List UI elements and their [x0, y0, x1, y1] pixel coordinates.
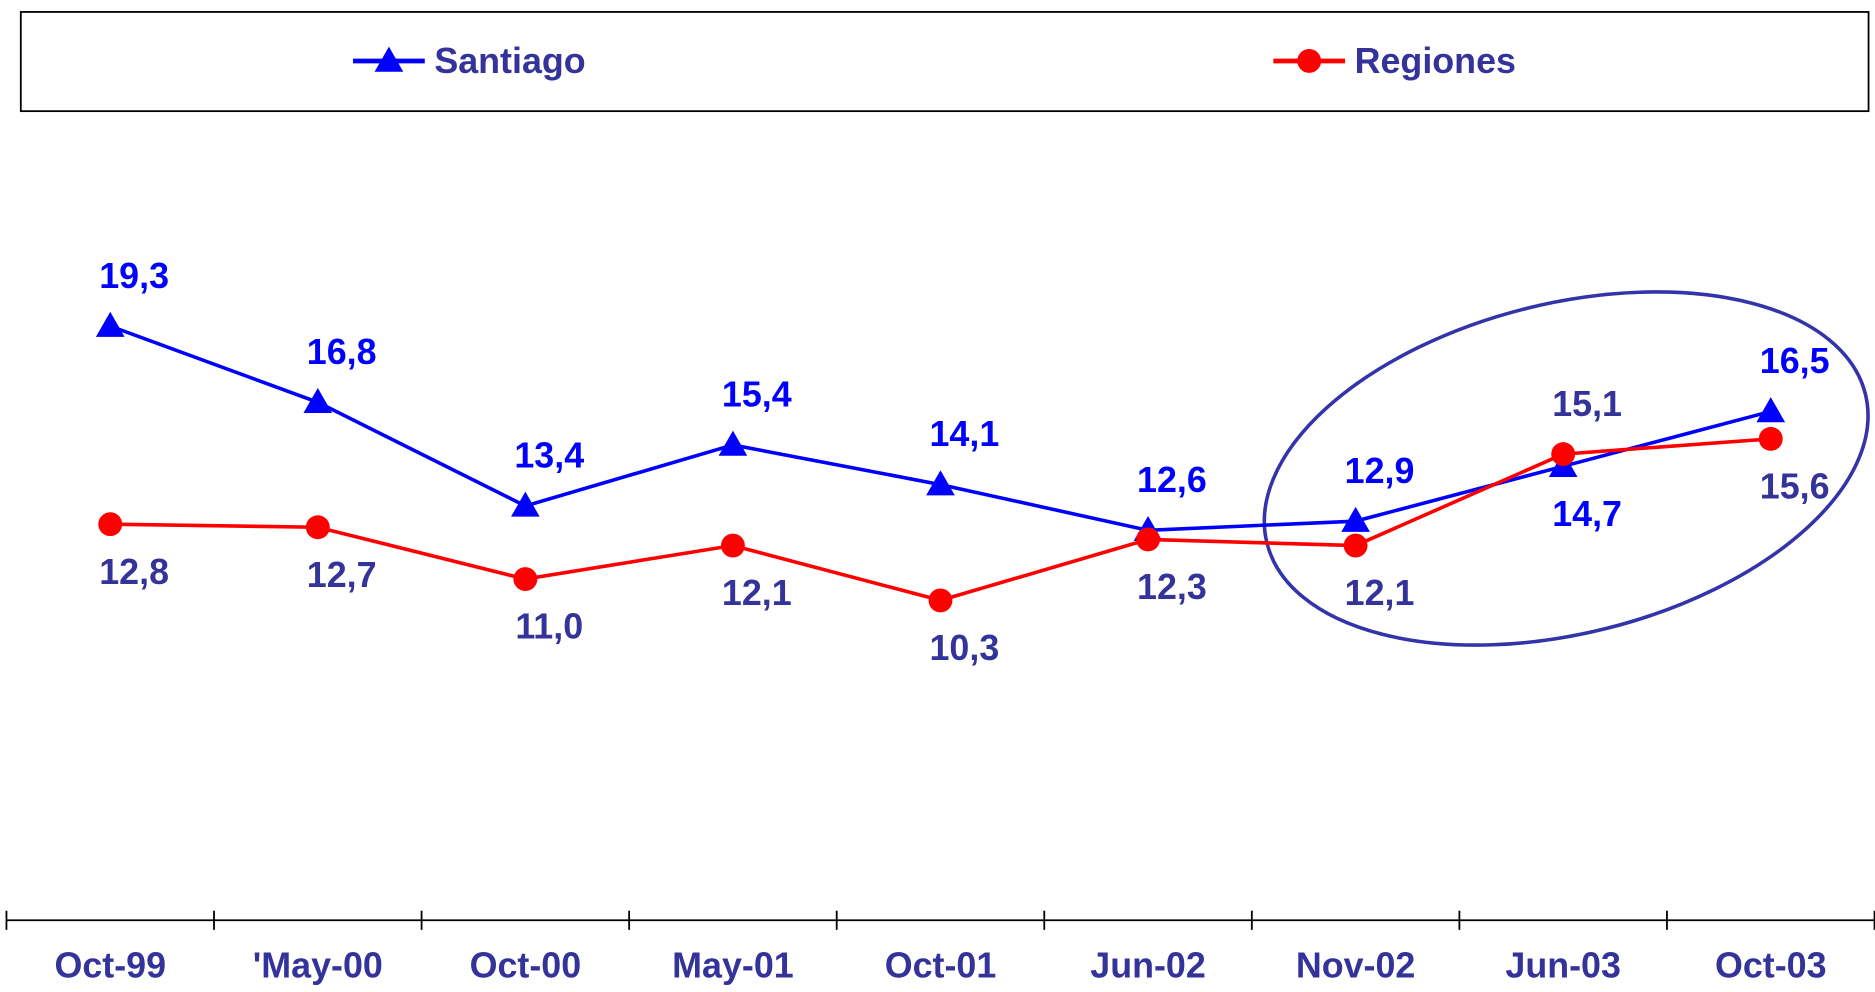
data-label: 12,7	[307, 555, 377, 595]
marker	[511, 491, 540, 517]
data-label: 19,3	[99, 256, 169, 296]
marker	[303, 387, 333, 414]
data-label: 12,3	[1137, 567, 1207, 607]
data-label: 15,6	[1760, 467, 1830, 507]
x-tick-label: May-01	[672, 946, 794, 986]
marker	[95, 311, 125, 337]
x-tick-label: Nov-02	[1296, 946, 1416, 986]
data-label: 12,1	[722, 573, 792, 613]
marker	[98, 512, 123, 537]
legend-marker	[1297, 49, 1322, 73]
legend-box	[19, 11, 1870, 113]
marker	[928, 588, 953, 613]
marker	[926, 470, 955, 496]
marker	[1756, 397, 1786, 423]
marker	[718, 430, 748, 456]
data-label: 14,1	[930, 414, 1000, 454]
marker	[1341, 506, 1370, 532]
x-tick-label: Oct-99	[54, 946, 166, 986]
data-label: 11,0	[515, 607, 583, 647]
marker	[720, 533, 745, 558]
data-label: 14,7	[1552, 494, 1622, 534]
x-tick-label: Oct-01	[885, 946, 997, 986]
legend-marker	[374, 46, 404, 72]
legend-label: Regiones	[1355, 41, 1516, 81]
data-label: 16,5	[1760, 341, 1830, 381]
x-tick-label: Jun-03	[1505, 946, 1621, 986]
data-label: 12,6	[1137, 460, 1207, 500]
marker	[1551, 442, 1576, 467]
data-label: 13,4	[514, 436, 584, 476]
x-tick-label: 'May-00	[253, 946, 383, 986]
legend-label: Santiago	[434, 41, 585, 81]
x-tick-label: Oct-03	[1715, 946, 1827, 986]
marker	[1136, 527, 1161, 552]
marker	[1758, 426, 1783, 451]
data-label: 10,3	[930, 628, 1000, 668]
data-label: 12,1	[1345, 573, 1415, 613]
data-label: 15,1	[1552, 384, 1622, 424]
data-label: 12,8	[99, 552, 169, 592]
marker	[1343, 533, 1368, 558]
data-label: 15,4	[722, 375, 792, 415]
data-label: 16,8	[307, 332, 377, 372]
data-label: 12,9	[1345, 451, 1415, 491]
marker	[513, 567, 538, 592]
x-tick-label: Jun-02	[1090, 946, 1206, 986]
x-tick-label: Oct-00	[470, 946, 582, 986]
marker	[305, 515, 330, 540]
